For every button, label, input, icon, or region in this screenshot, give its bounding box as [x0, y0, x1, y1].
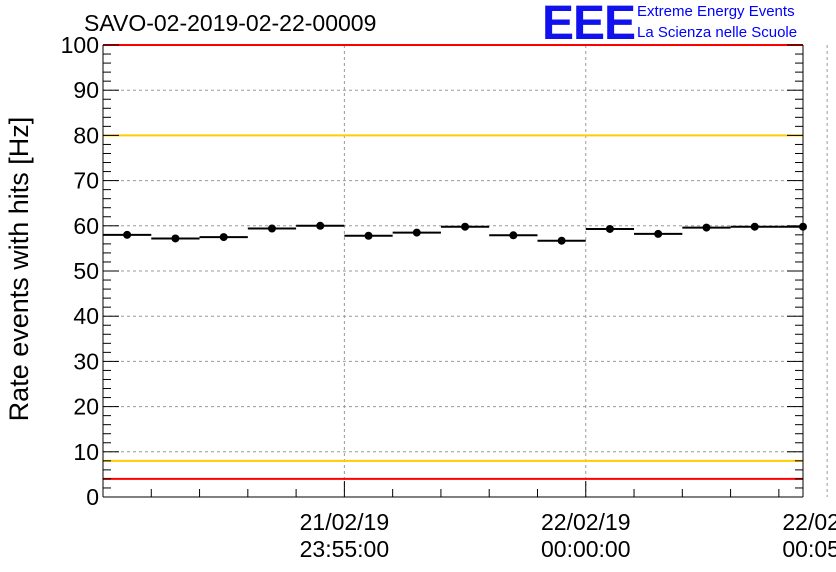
y-tick-label: 100 — [61, 32, 99, 58]
data-point — [412, 228, 421, 237]
data-point — [654, 229, 663, 238]
data-point — [509, 231, 518, 240]
x-tick-label-date: 22/02/19 — [782, 509, 836, 535]
data-point — [364, 231, 373, 240]
data-point — [123, 230, 132, 239]
y-tick-label: 50 — [73, 258, 99, 284]
data-point — [316, 221, 325, 230]
y-tick-label: 70 — [73, 168, 99, 194]
data-point — [799, 222, 807, 231]
data-point — [750, 222, 759, 231]
data-point — [219, 233, 228, 242]
x-tick-label-time: 00:05:00 — [782, 536, 836, 562]
y-tick-label: 10 — [73, 439, 99, 465]
data-point — [171, 234, 180, 243]
data-point — [267, 224, 276, 233]
eee-logo: EEE — [542, 0, 636, 50]
x-tick-label-time: 23:55:00 — [300, 536, 390, 562]
x-tick-label-time: 00:00:00 — [541, 536, 631, 562]
y-tick-label: 20 — [73, 394, 99, 420]
y-tick-label: 90 — [73, 77, 99, 103]
x-tick-label-date: 22/02/19 — [541, 509, 631, 535]
y-tick-label: 0 — [86, 484, 99, 510]
chart-title: SAVO-02-2019-02-22-00009 — [84, 10, 377, 36]
logo-subtitle-line2: La Scienza nelle Scuole — [637, 24, 798, 41]
data-point — [702, 223, 711, 232]
y-axis-label: Rate events with hits [Hz] — [4, 117, 34, 422]
logo-subtitle-line1: Extreme Energy Events — [637, 3, 795, 20]
data-point — [557, 236, 566, 245]
data-point — [461, 222, 470, 231]
y-tick-label: 80 — [73, 122, 99, 148]
y-tick-label: 30 — [73, 348, 99, 374]
y-tick-label: 60 — [73, 213, 99, 239]
x-tick-label-date: 21/02/19 — [300, 509, 390, 535]
y-tick-label: 40 — [73, 303, 99, 329]
data-point — [605, 224, 614, 233]
